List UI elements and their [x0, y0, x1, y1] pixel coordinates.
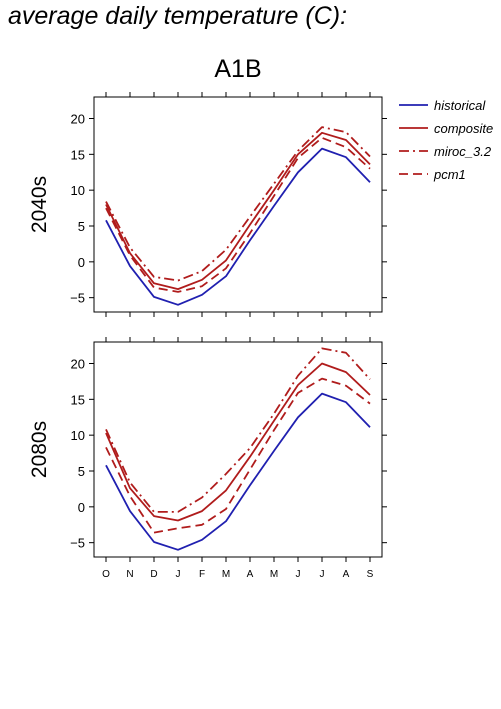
panel-label-2080s: 2080s	[28, 421, 51, 478]
y-tick-label: −5	[70, 536, 85, 551]
series-line-miroc_3.2-2040s	[105, 126, 371, 282]
y-tick-label: 15	[71, 147, 85, 162]
y-tick-label: 20	[71, 112, 85, 127]
x-tick-label: J	[320, 569, 325, 580]
x-tick-label: A	[343, 569, 350, 580]
y-tick-label: 0	[78, 500, 85, 515]
panel-label-2040s: 2040s	[28, 176, 51, 233]
x-tick-label: M	[222, 569, 230, 580]
x-tick-label: O	[102, 569, 110, 580]
series-line-composite-2040s	[105, 131, 371, 291]
scenario-title: A1B	[214, 55, 262, 83]
y-tick-label: 20	[71, 357, 85, 372]
x-tick-label: D	[150, 569, 157, 580]
x-tick-label: S	[367, 569, 374, 580]
x-tick-label: F	[199, 569, 205, 580]
y-tick-label: 5	[78, 219, 85, 234]
page-title: average daily temperature (C):	[8, 2, 348, 30]
plot-frame-2080s	[93, 341, 383, 558]
legend-label-historical: historical	[434, 98, 486, 113]
y-tick-label: 15	[71, 392, 85, 407]
series-line-historical-2080s	[105, 392, 371, 551]
series-line-pcm1-2040s	[105, 136, 371, 293]
legend-label-miroc_3.2: miroc_3.2	[434, 144, 492, 159]
legend-label-pcm1: pcm1	[433, 167, 466, 182]
plot-frame-2040s	[93, 96, 383, 313]
series-line-pcm1-2080s	[105, 377, 371, 534]
y-tick-label: 0	[78, 255, 85, 270]
y-tick-label: 10	[71, 428, 85, 443]
y-tick-label: 5	[78, 464, 85, 479]
x-tick-label: J	[296, 569, 301, 580]
x-tick-label: A	[247, 569, 254, 580]
y-tick-label: −5	[70, 291, 85, 306]
x-tick-label: J	[176, 569, 181, 580]
legend-label-composite: composite	[434, 121, 493, 136]
series-line-historical-2040s	[105, 147, 371, 306]
series-line-composite-2080s	[105, 362, 371, 522]
y-tick-label: 10	[71, 183, 85, 198]
x-tick-label: N	[126, 569, 133, 580]
x-tick-label: M	[270, 569, 278, 580]
series-line-miroc_3.2-2080s	[105, 347, 371, 513]
